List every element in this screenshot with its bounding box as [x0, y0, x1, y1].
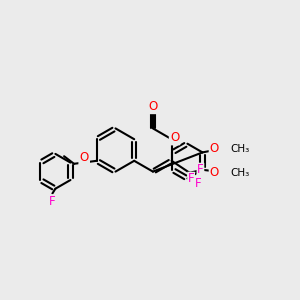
Text: O: O — [210, 166, 219, 179]
Text: CH₃: CH₃ — [230, 144, 249, 154]
Text: O: O — [148, 100, 158, 113]
Text: F: F — [195, 177, 202, 190]
Text: O: O — [210, 142, 219, 155]
Text: F: F — [49, 195, 56, 208]
Text: O: O — [80, 151, 89, 164]
Text: F: F — [197, 163, 204, 176]
Text: O: O — [170, 131, 179, 144]
Text: CH₃: CH₃ — [230, 168, 249, 178]
Text: F: F — [188, 172, 194, 185]
